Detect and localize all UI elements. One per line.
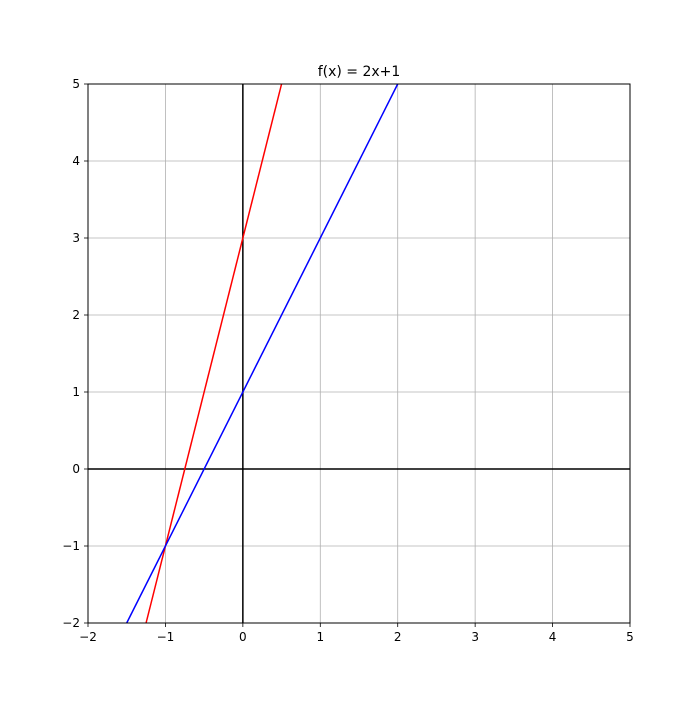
x-tick-label-2: 0 xyxy=(239,630,247,644)
y-tick-label-6: 4 xyxy=(72,154,80,168)
x-tick-label-3: 1 xyxy=(316,630,324,644)
y-tick-label-0: −2 xyxy=(62,616,80,630)
series-line-1 xyxy=(126,83,399,624)
y-tick-label-5: 3 xyxy=(72,231,80,245)
x-tick-label-4: 2 xyxy=(394,630,402,644)
y-tick-label-4: 2 xyxy=(72,308,80,322)
x-tick-label-6: 4 xyxy=(549,630,557,644)
ticks-layer: −2 −1 0 1 2 3 4 5 −2 −1 0 1 2 3 4 5 xyxy=(62,77,634,644)
chart-title: f(x) = 2x+1 xyxy=(318,64,401,80)
x-tick-label-5: 3 xyxy=(471,630,479,644)
y-tick-label-3: 1 xyxy=(72,385,80,399)
x-tick-label-7: 5 xyxy=(626,630,634,644)
plot-frame xyxy=(87,83,631,624)
zero-axes-layer xyxy=(88,84,630,623)
x-tick-label-1: −1 xyxy=(157,630,175,644)
y-tick-label-7: 5 xyxy=(72,77,80,91)
grid-layer xyxy=(87,83,631,624)
x-tick-label-0: −2 xyxy=(79,630,97,644)
series-layer xyxy=(126,83,399,624)
series-line-0 xyxy=(145,83,283,624)
y-tick-label-1: −1 xyxy=(62,539,80,553)
y-tick-label-2: 0 xyxy=(72,462,80,476)
